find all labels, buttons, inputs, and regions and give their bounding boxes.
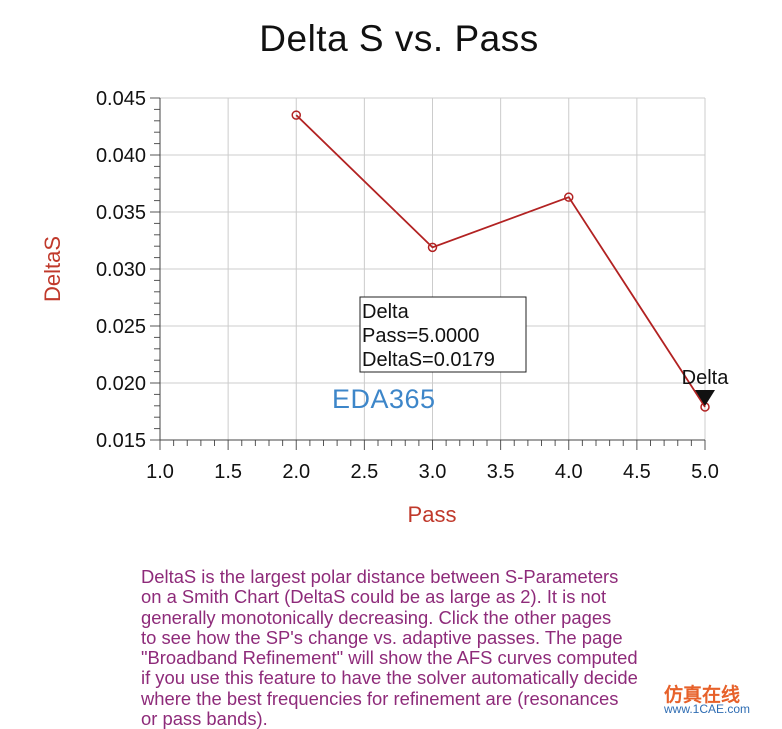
y-tick-label: 0.015 [96, 430, 146, 452]
watermark-site-cn: 仿真在线 [664, 685, 741, 706]
readout-box [359, 296, 527, 373]
readout-line: Delta [362, 301, 410, 323]
x-tick-label: 4.5 [623, 461, 651, 483]
chart-title: Delta S vs. Pass [259, 18, 539, 59]
x-tick-label: 1.5 [214, 461, 242, 483]
x-tick-label: 5.0 [691, 461, 719, 483]
description-text: DeltaS is the largest polar distance bet… [141, 566, 638, 729]
x-tick-label: 3.0 [419, 461, 447, 483]
data-point [291, 110, 301, 120]
watermark-site-url: www.1CAE.com [664, 702, 751, 716]
readout-line: Pass=5.0000 [362, 325, 479, 347]
readout-line: DeltaS=0.0179 [362, 349, 495, 371]
data-point [427, 242, 438, 253]
y-tick-label: 0.030 [96, 259, 146, 281]
y-tick-label: 0.045 [96, 88, 146, 110]
x-tick-label: 2.5 [350, 461, 378, 483]
x-tick-labels: 1.0 1.5 2.0 2.5 3.0 3.5 4.0 4.5 5.0 [146, 461, 719, 483]
data-point [564, 192, 574, 202]
y-tick-label: 0.035 [96, 202, 146, 224]
marker-triangle [695, 389, 715, 406]
x-tick-label: 3.5 [487, 461, 515, 483]
y-tick-label: 0.040 [96, 145, 146, 167]
marker-delta: Delta [682, 367, 730, 406]
marker-label: Delta [682, 367, 730, 389]
y-axis-label: DeltaS [40, 236, 65, 302]
series-path [295, 114, 706, 408]
y-tick-label: 0.020 [96, 373, 146, 395]
watermark-logo: EDA365 [332, 384, 436, 414]
y-tick-labels: 0.045 0.040 0.035 0.030 0.025 0.020 0.015 [96, 88, 146, 452]
axes [150, 97, 706, 450]
y-tick-label: 0.025 [96, 316, 146, 338]
x-axis-label: Pass [408, 502, 457, 527]
x-tick-label: 4.0 [555, 461, 583, 483]
x-tick-label: 2.0 [282, 461, 310, 483]
x-tick-label: 1.0 [146, 461, 174, 483]
